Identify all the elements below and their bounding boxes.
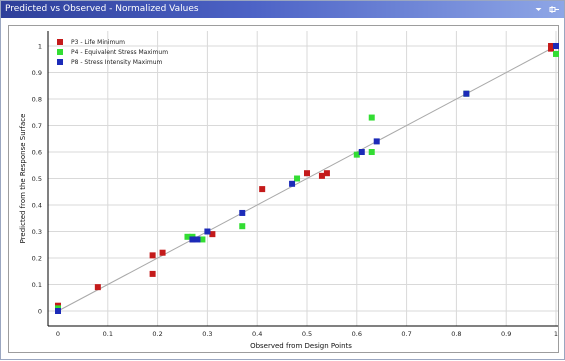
y-tick-label: 0.2	[32, 255, 42, 263]
legend: P3 - Life Minimum P4 - Equivalent Stress …	[57, 37, 168, 67]
pin-icon[interactable]	[549, 4, 560, 15]
data-point	[548, 45, 555, 52]
x-tick-label: 0.2	[152, 330, 162, 338]
window-title: Predicted vs Observed - Normalized Value…	[5, 4, 199, 14]
data-point	[553, 43, 559, 49]
data-point	[463, 90, 470, 97]
legend-item: P8 - Stress Intensity Maximum	[57, 57, 168, 67]
data-point	[239, 223, 246, 230]
legend-label: P8 - Stress Intensity Maximum	[71, 58, 163, 66]
y-tick-label: 0.4	[32, 202, 42, 210]
y-tick-label: 0.1	[32, 281, 42, 289]
legend-item: P4 - Equivalent Stress Maximum	[57, 47, 168, 57]
y-tick-label: 1	[38, 43, 42, 51]
data-points	[55, 43, 559, 314]
data-point	[323, 170, 330, 177]
x-tick-label: 0.4	[252, 330, 262, 338]
legend-label: P3 - Life Minimum	[71, 38, 125, 46]
data-point	[259, 186, 266, 193]
data-point	[353, 151, 360, 158]
x-tick-label: 1	[554, 330, 558, 338]
data-point	[189, 236, 196, 243]
data-point	[204, 228, 211, 235]
x-tick-label: 0.8	[451, 330, 461, 338]
x-tick-label: 0.3	[202, 330, 212, 338]
chart-frame	[8, 25, 559, 353]
data-point	[294, 175, 301, 182]
x-tick-label: 0.9	[501, 330, 511, 338]
data-point	[159, 249, 166, 256]
legend-swatch	[57, 49, 63, 55]
title-bar: Predicted vs Observed - Normalized Value…	[1, 1, 564, 18]
y-tick-label: 0.5	[32, 175, 42, 183]
grid-lines	[48, 31, 558, 326]
data-point	[184, 233, 191, 240]
data-point	[94, 284, 101, 291]
y-tick-label: 0.6	[32, 149, 42, 157]
data-point	[358, 149, 365, 155]
chevron-down-icon[interactable]	[533, 4, 544, 15]
legend-swatch	[57, 39, 63, 45]
x-axis-title: Observed from Design Points	[250, 342, 352, 350]
reference-line-layer	[57, 45, 557, 312]
data-point	[199, 236, 206, 243]
data-point	[194, 236, 201, 243]
y-tick-label: 0.7	[32, 122, 42, 130]
data-point	[55, 308, 61, 314]
x-tick-label: 0.6	[352, 330, 362, 338]
data-point	[149, 270, 156, 277]
data-point	[368, 114, 375, 121]
y-tick-label: 0.9	[32, 69, 42, 77]
data-point	[318, 172, 325, 179]
y-tick-label: 0.8	[32, 96, 42, 104]
legend-item: P3 - Life Minimum	[57, 37, 168, 47]
y-tick-label: 0	[38, 308, 42, 316]
legend-label: P4 - Equivalent Stress Maximum	[71, 48, 169, 56]
data-point	[304, 170, 310, 177]
y-tick-label: 0.3	[32, 228, 42, 236]
axis-labels: 0 0.1 0.2 0.3 0.4 0.5 0.6 0.7 0.8 0.9 1 0 0.1 0.2 0.3 0…	[19, 43, 558, 351]
axes	[47, 31, 558, 327]
y-axis-title: Predicted from the Response Surface	[19, 114, 27, 244]
x-tick-label: 0.1	[103, 330, 113, 338]
x-tick-label: 0.5	[302, 330, 312, 338]
data-point	[368, 149, 375, 155]
data-point	[373, 138, 380, 145]
x-tick-label: 0	[56, 330, 60, 338]
legend-swatch	[57, 59, 63, 65]
data-point	[289, 180, 296, 187]
data-point	[553, 50, 559, 57]
x-tick-label: 0.7	[401, 330, 411, 338]
data-point	[149, 252, 156, 259]
reference-line	[57, 45, 557, 312]
data-point	[239, 209, 246, 216]
data-point	[209, 231, 216, 238]
